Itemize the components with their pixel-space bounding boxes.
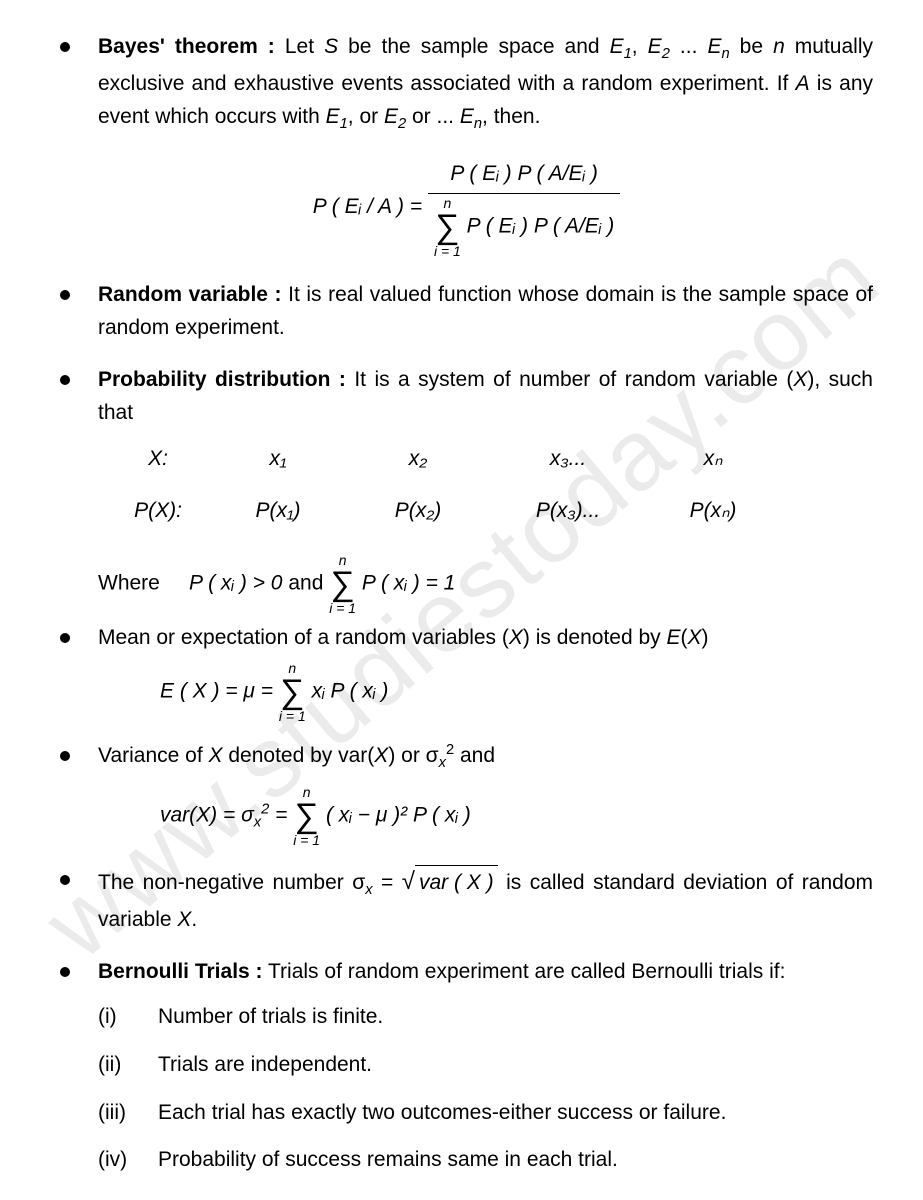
variance-formula: var(X) = σx2 = n ∑ i = 1 ( xᵢ − μ )² P (… — [160, 785, 873, 847]
bernoulli-text: Bernoulli Trials : Trials of random expe… — [98, 955, 873, 989]
variance-text: Variance of X denoted by var(X) or σx2 a… — [98, 739, 873, 776]
bernoulli-title: Bernoulli Trials : — [98, 960, 263, 983]
item-stddev: The non-negative number σx = var ( X ) i… — [60, 863, 873, 936]
item-bayes: Bayes' theorem : Let S be the sample spa… — [60, 30, 873, 137]
bernoulli-sub-4: (iv) Probability of success remains same… — [98, 1143, 873, 1177]
dist-table: X: x₁ x₂ x₃... xₙ P(X): P(x₁) P(x₂) P(x₃… — [108, 442, 873, 527]
where-clause: Where P ( xᵢ ) > 0 and n ∑ i = 1 P ( xᵢ … — [98, 553, 873, 615]
bullet-icon — [60, 875, 70, 885]
bayes-title: Bayes' theorem : — [98, 35, 275, 58]
bullet-icon — [60, 290, 70, 300]
mean-formula: E ( X ) = μ = n ∑ i = 1 xᵢ P ( xᵢ ) — [160, 661, 873, 723]
bernoulli-sub-1: (i) Number of trials is finite. — [98, 1000, 873, 1034]
bayes-formula: P ( Eᵢ / A ) = P ( Eᵢ ) P ( A/Eᵢ ) n ∑ i… — [60, 155, 873, 260]
item-random-variable: Random variable : It is real valued func… — [60, 278, 873, 345]
bernoulli-sub-2: (ii) Trials are independent. — [98, 1048, 873, 1082]
stddev-text: The non-negative number σx = var ( X ) i… — [98, 863, 873, 936]
random-var-title: Random variable : — [98, 283, 282, 306]
item-prob-dist: Probability distribution : It is a syste… — [60, 363, 873, 545]
prob-dist-title: Probability distribution : — [98, 368, 346, 391]
bernoulli-sub-3: (iii) Each trial has exactly two outcome… — [98, 1096, 873, 1130]
random-var-text: Random variable : It is real valued func… — [98, 278, 873, 345]
item-mean: Mean or expectation of a random variable… — [60, 621, 873, 655]
item-variance: Variance of X denoted by var(X) or σx2 a… — [60, 739, 873, 776]
bayes-text: Bayes' theorem : Let S be the sample spa… — [98, 30, 873, 137]
bullet-icon — [60, 42, 70, 52]
mean-text: Mean or expectation of a random variable… — [98, 621, 873, 655]
bullet-icon — [60, 751, 70, 761]
item-bernoulli: Bernoulli Trials : Trials of random expe… — [60, 955, 873, 989]
bullet-icon — [60, 375, 70, 385]
prob-dist-text: Probability distribution : It is a syste… — [98, 363, 873, 545]
bullet-icon — [60, 633, 70, 643]
bullet-icon — [60, 967, 70, 977]
